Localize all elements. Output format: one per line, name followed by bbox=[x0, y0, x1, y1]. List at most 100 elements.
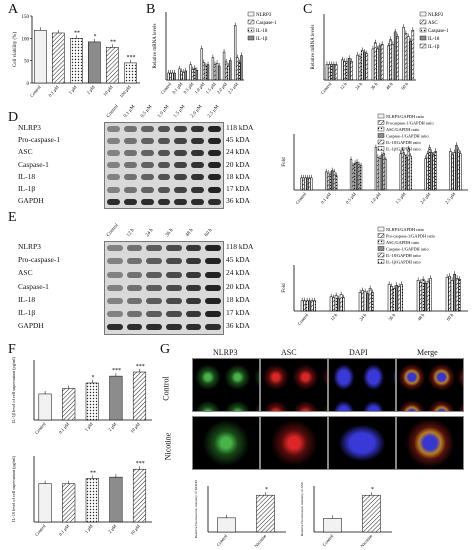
legend-entry: Caspase-1 bbox=[428, 29, 449, 34]
blot-band bbox=[205, 271, 221, 278]
blot-band bbox=[146, 258, 162, 265]
blot-band bbox=[107, 125, 120, 132]
bar bbox=[211, 57, 215, 81]
blot-band bbox=[174, 198, 188, 205]
blot-band bbox=[107, 297, 123, 304]
blot-band bbox=[208, 150, 221, 156]
y-axis-label: Relative fluorescence intensity of NLRP3 bbox=[194, 479, 198, 538]
panel-label-f: F bbox=[8, 342, 16, 357]
bar bbox=[300, 177, 303, 191]
bar bbox=[337, 298, 340, 312]
bar bbox=[424, 158, 427, 191]
x-tick-label: Control bbox=[320, 81, 333, 95]
blot-kda-label: 24 kDA bbox=[226, 147, 250, 157]
blot-band bbox=[107, 150, 120, 156]
bar bbox=[238, 62, 241, 81]
blot-band bbox=[146, 284, 162, 291]
x-tick-label: Control bbox=[216, 533, 229, 547]
blot-band bbox=[185, 284, 202, 291]
blot-row-label: ASC bbox=[18, 268, 33, 278]
blot-band bbox=[107, 137, 120, 144]
blot-band bbox=[140, 174, 154, 181]
bar bbox=[358, 56, 362, 81]
legend-swatch bbox=[377, 239, 385, 245]
blot-band bbox=[185, 311, 202, 318]
blot-band bbox=[166, 311, 182, 318]
blot-band bbox=[205, 258, 221, 265]
lane-label: 1.5 μM bbox=[173, 104, 187, 119]
x-tick-label: 1.0 μM bbox=[369, 191, 381, 204]
blot-kda-label: 20 kDA bbox=[226, 159, 250, 169]
bar bbox=[34, 30, 47, 84]
chart-g-nlrp3-intensity: Relative fluorescence intensity of NLRP3… bbox=[194, 479, 286, 548]
legend-swatch bbox=[247, 19, 255, 25]
x-tick-label: Control bbox=[295, 191, 308, 205]
bar bbox=[325, 64, 329, 81]
blot-band bbox=[107, 324, 123, 331]
western-blot-e: Control 12 h 24 h 36 h 48 h 60 h NLRP3 118 kDA P… bbox=[8, 215, 276, 336]
x-tick-label: 24 h bbox=[354, 81, 363, 91]
x-tick-label: 48 h bbox=[385, 81, 394, 91]
bar bbox=[308, 300, 311, 312]
legend-swatch bbox=[377, 139, 385, 145]
blot-band bbox=[123, 186, 137, 193]
micro-column-label: DAPI bbox=[349, 348, 368, 357]
blot-kda-label: 18 kDA bbox=[226, 171, 250, 181]
bar bbox=[353, 163, 357, 191]
x-tick-label: 10 μM bbox=[102, 84, 114, 96]
blot-band bbox=[140, 150, 154, 156]
blot-band bbox=[107, 174, 120, 181]
x-tick-label: Control bbox=[34, 523, 47, 537]
bar bbox=[455, 278, 459, 312]
blot-band bbox=[107, 198, 120, 205]
blot-band bbox=[123, 162, 137, 169]
legend-swatch bbox=[377, 146, 385, 151]
blot-band bbox=[185, 245, 202, 252]
y-tick-label: 150 bbox=[22, 15, 30, 20]
legend-entry: IL-18 bbox=[428, 37, 440, 42]
bar bbox=[368, 288, 372, 312]
legend-entry: ASC bbox=[428, 21, 438, 26]
bar bbox=[426, 153, 429, 191]
y-tick-label: 50 bbox=[24, 60, 30, 65]
x-tick-label: 2.0 μM bbox=[216, 81, 228, 94]
blot-row-label: GAPDH bbox=[18, 196, 44, 206]
bar bbox=[345, 61, 349, 81]
blot-band bbox=[208, 186, 221, 193]
blot-band bbox=[146, 271, 162, 278]
bar bbox=[124, 62, 137, 84]
bar bbox=[217, 65, 221, 81]
blot-band bbox=[191, 174, 205, 181]
bar bbox=[70, 38, 83, 84]
bar bbox=[106, 47, 119, 84]
x-tick-label: 1.5 μM bbox=[394, 191, 406, 204]
blot-band bbox=[126, 311, 143, 318]
bar bbox=[330, 64, 333, 81]
bar bbox=[38, 483, 52, 523]
blot-band bbox=[205, 297, 221, 304]
bar bbox=[458, 279, 461, 312]
x-tick-label: Control bbox=[34, 421, 47, 435]
bar bbox=[402, 26, 405, 81]
bar bbox=[189, 64, 192, 81]
y-axis-label: Relative mRNA levels bbox=[153, 23, 158, 68]
bar bbox=[132, 468, 147, 523]
bar bbox=[109, 476, 123, 523]
bar bbox=[306, 177, 309, 191]
significance-label: *** bbox=[136, 364, 145, 370]
blot-band bbox=[157, 174, 171, 181]
x-tick-label: 10 μM bbox=[129, 421, 141, 433]
blot-band bbox=[146, 245, 162, 252]
blot-band bbox=[166, 297, 182, 304]
bar bbox=[191, 69, 194, 81]
significance-label: *** bbox=[127, 55, 136, 61]
bar bbox=[169, 72, 172, 81]
chart-c-mrna-time: Relative mRNA levels Control 12 h 24 h 36 h 4… bbox=[311, 11, 449, 95]
bar bbox=[132, 371, 147, 421]
lane-label: 2.5 μM bbox=[207, 104, 221, 119]
lane-label: 36 h bbox=[165, 228, 175, 238]
chart-a-cell-viability: 0 50 100 150 Cell viability (%) Control 0.1 μM… bbox=[13, 15, 140, 99]
bar bbox=[38, 393, 52, 421]
bar bbox=[213, 64, 217, 81]
